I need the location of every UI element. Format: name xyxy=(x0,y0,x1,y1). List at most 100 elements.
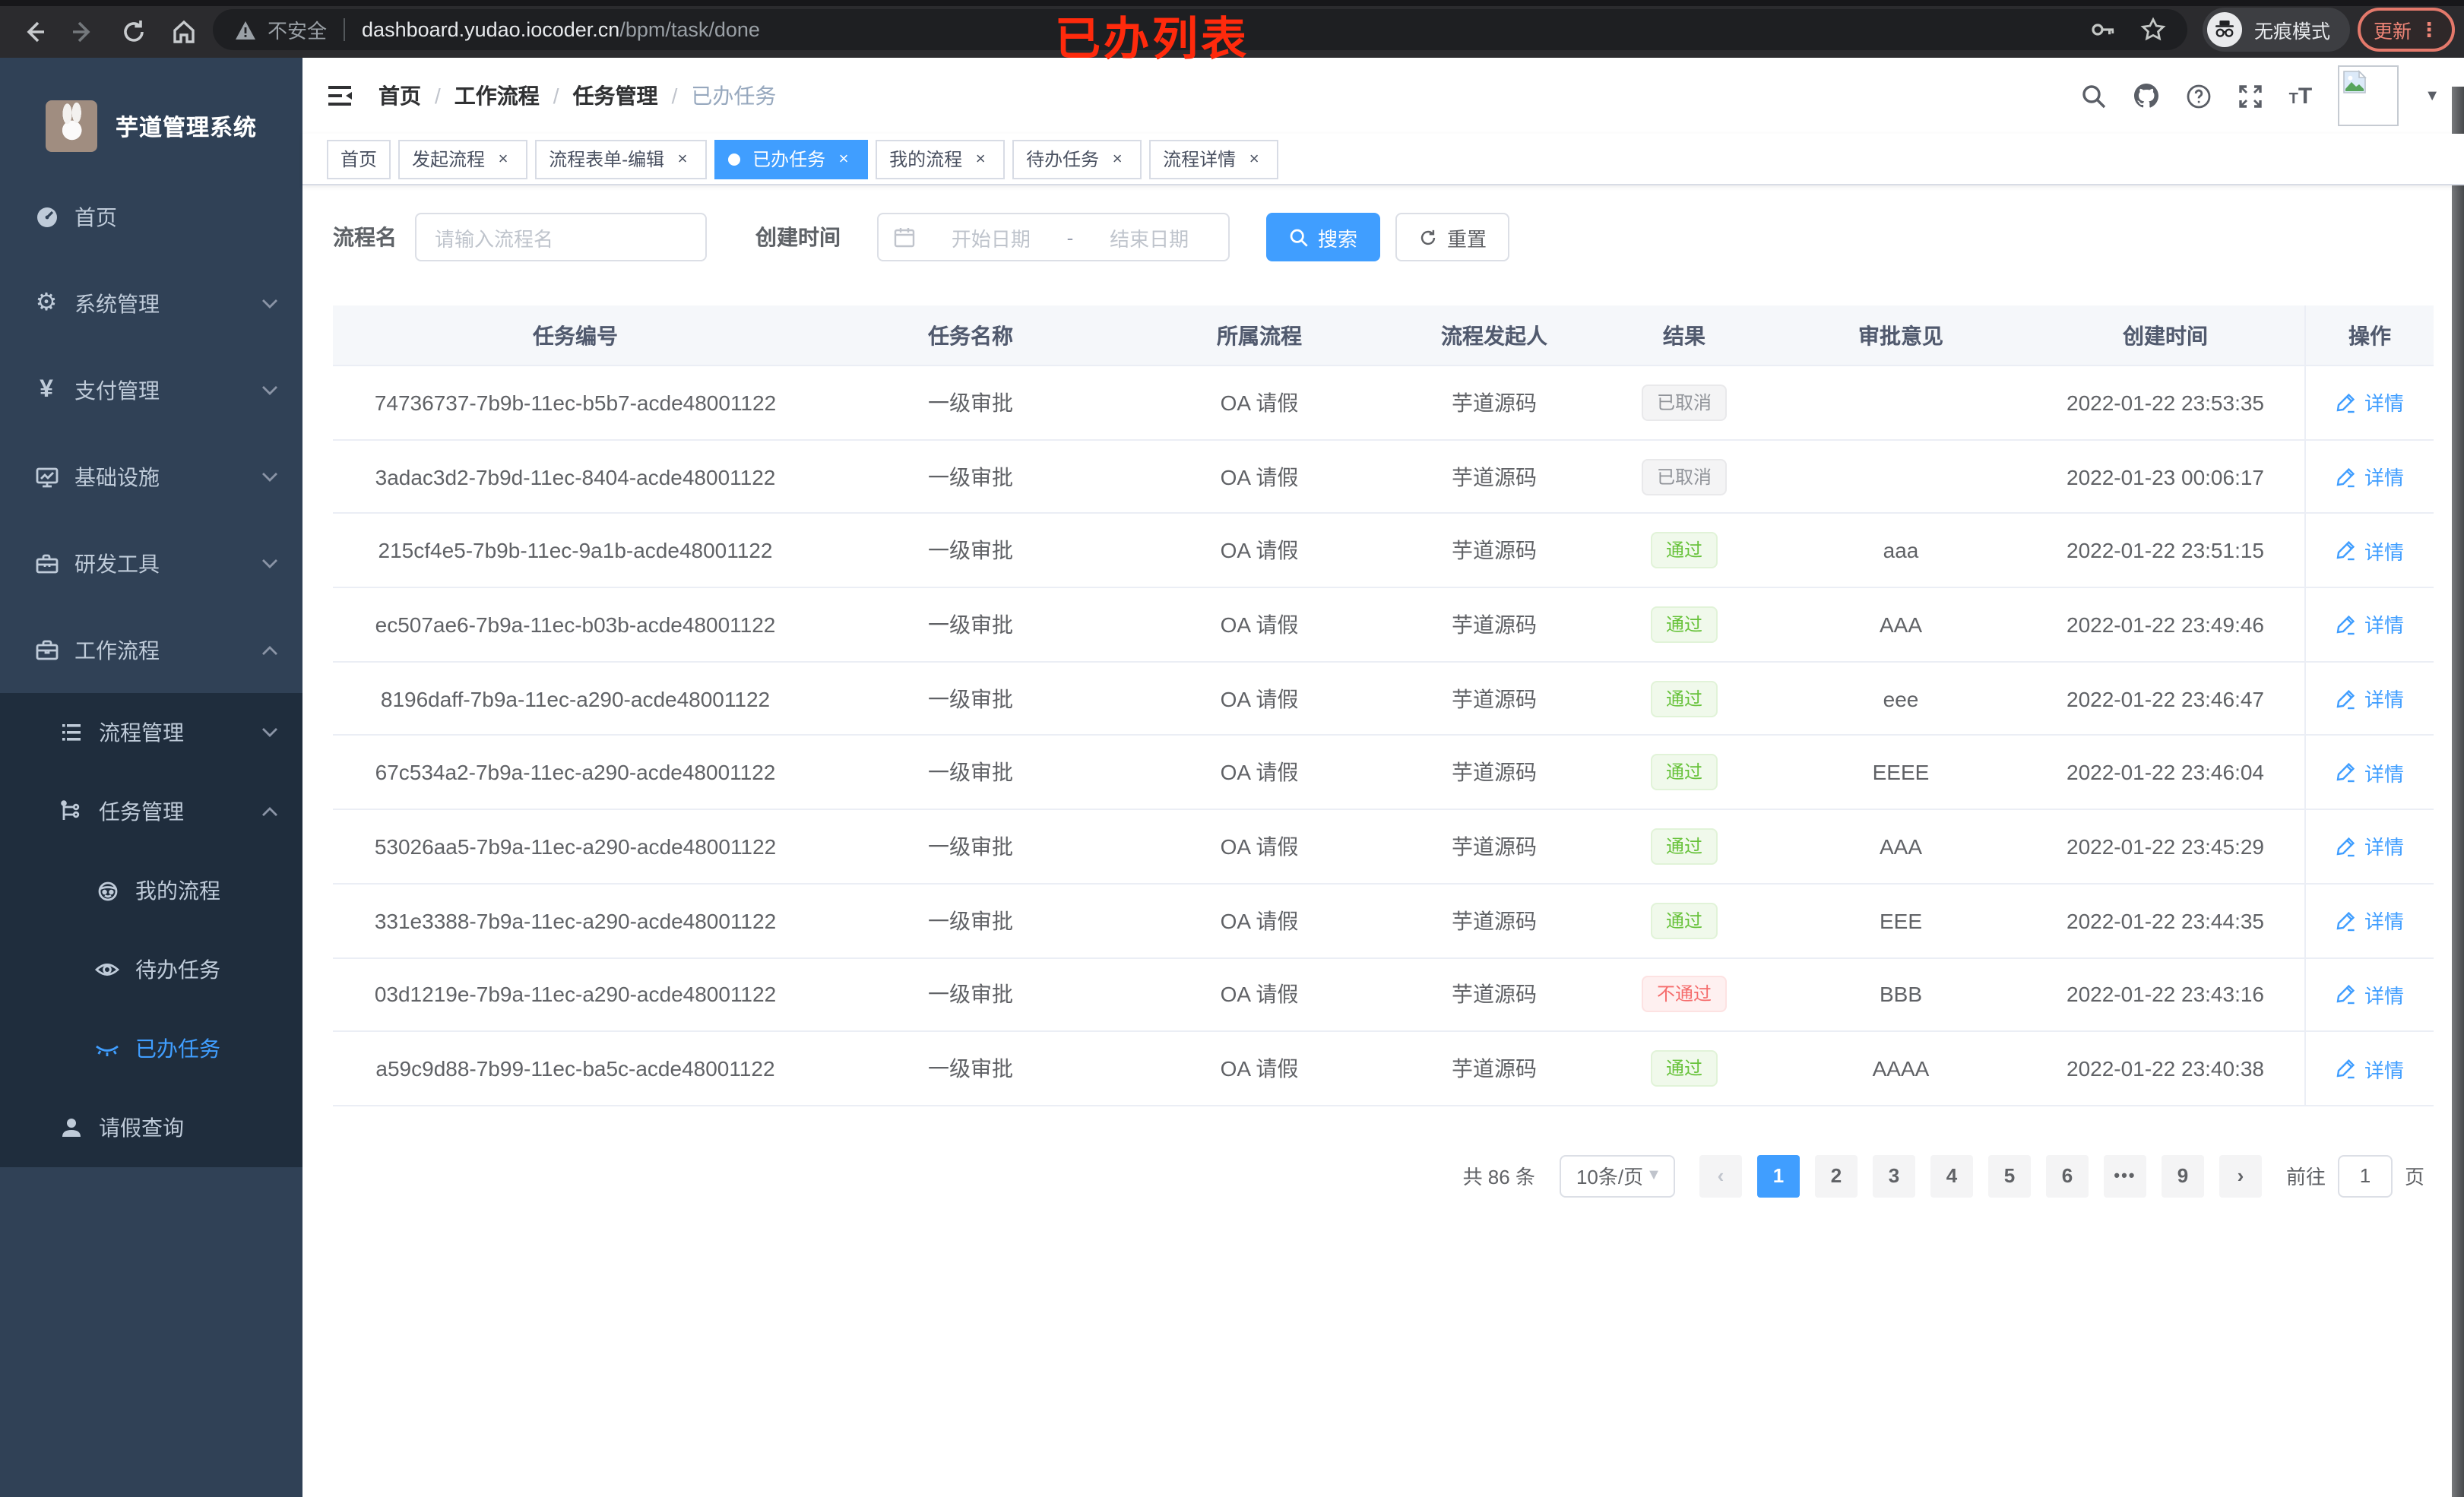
close-icon[interactable]: × xyxy=(838,150,849,168)
search-icon[interactable] xyxy=(2081,83,2107,109)
page-size-select[interactable]: 10条/页 ▼ xyxy=(1559,1154,1675,1198)
start-date-placeholder[interactable]: 开始日期 xyxy=(951,227,1031,250)
task-id: 53026aa5-7b9a-11ec-a290-acde48001122 xyxy=(374,834,777,859)
page-button-9[interactable]: 9 xyxy=(2161,1154,2204,1198)
browser-menu-icon[interactable]: ⋮ xyxy=(2419,17,2439,40)
tab-form-edit[interactable]: 流程表单-编辑 × xyxy=(535,139,708,179)
edit-icon xyxy=(2336,688,2357,709)
security-label[interactable]: 不安全 xyxy=(268,20,328,43)
status-badge: 通过 xyxy=(1650,902,1718,939)
window-scrollbar[interactable] xyxy=(2452,87,2464,1497)
detail-link[interactable]: 详情 xyxy=(2336,684,2404,713)
sidebar-item-infra[interactable]: 基础设施 xyxy=(0,433,302,520)
reset-button[interactable]: 重置 xyxy=(1395,213,1510,261)
page-button-3[interactable]: 3 xyxy=(1872,1154,1915,1198)
sidebar-fold-icon[interactable] xyxy=(327,84,354,108)
sidebar-item-leave-query[interactable]: 请假查询 xyxy=(0,1088,302,1167)
toolbox-icon xyxy=(33,550,59,576)
detail-link[interactable]: 详情 xyxy=(2336,536,2404,565)
address-bar[interactable]: 不安全 dashboard.yudao.iocoder.cn/bpm/task/… xyxy=(213,9,2187,50)
page-button-2[interactable]: 2 xyxy=(1814,1154,1858,1198)
page-unit-label: 页 xyxy=(2404,1166,2424,1189)
process-name: OA 请假 xyxy=(1220,390,1299,415)
detail-link[interactable]: 详情 xyxy=(2336,980,2404,1009)
detail-link[interactable]: 详情 xyxy=(2336,906,2404,935)
sidebar-item-todo-tasks[interactable]: 待办任务 xyxy=(0,930,302,1009)
action-cell: 详情 xyxy=(2304,440,2434,513)
process-starter: 芋道源码 xyxy=(1452,464,1537,489)
home-icon[interactable] xyxy=(169,17,199,47)
close-icon[interactable]: × xyxy=(498,150,508,168)
sidebar-item-home[interactable]: 首页 xyxy=(0,173,302,260)
search-button[interactable]: 搜索 xyxy=(1266,213,1381,261)
detail-link[interactable]: 详情 xyxy=(2336,758,2404,787)
result-cell: 已取消 xyxy=(1593,366,1775,438)
incognito-badge[interactable]: 无痕模式 xyxy=(2203,8,2351,52)
page-button-4[interactable]: 4 xyxy=(1930,1154,1973,1198)
avatar-caret-icon[interactable]: ▼ xyxy=(2424,87,2440,104)
detail-link[interactable]: 详情 xyxy=(2336,610,2404,639)
sidebar-item-devtools[interactable]: 研发工具 xyxy=(0,520,302,606)
breadcrumb-item-2[interactable]: 任务管理 xyxy=(572,84,658,108)
bookmark-star-icon[interactable] xyxy=(2140,17,2166,43)
task-name: 一级审批 xyxy=(928,1056,1013,1081)
process-name: OA 请假 xyxy=(1220,686,1299,711)
avatar[interactable] xyxy=(2338,65,2399,126)
breadcrumb-item-1[interactable]: 工作流程 xyxy=(454,84,540,108)
detail-link[interactable]: 详情 xyxy=(2336,832,2404,861)
sidebar-item-done-tasks[interactable]: 已办任务 xyxy=(0,1009,302,1088)
tab-process-detail[interactable]: 流程详情 × xyxy=(1149,139,1279,179)
close-icon[interactable]: × xyxy=(1112,150,1123,168)
sidebar-item-payment[interactable]: ¥ 支付管理 xyxy=(0,347,302,433)
page-button-5[interactable]: 5 xyxy=(1987,1154,2031,1198)
approve-comment: BBB xyxy=(1879,982,1922,1007)
create-time: 2022-01-22 23:45:29 xyxy=(2067,834,2264,859)
sidebar-item-system[interactable]: ⚙ 系统管理 xyxy=(0,260,302,347)
update-label: 更新 xyxy=(2373,21,2412,43)
more-pages-button[interactable]: ••• xyxy=(2103,1154,2146,1198)
action-cell: 详情 xyxy=(2304,810,2434,883)
goto-page-input[interactable]: 1 xyxy=(2337,1154,2393,1198)
fullscreen-icon[interactable] xyxy=(2238,83,2263,109)
close-icon[interactable]: × xyxy=(975,150,986,168)
goto-label: 前往 xyxy=(2285,1166,2326,1189)
close-icon[interactable]: × xyxy=(677,150,688,168)
column-header-5: 审批意见 xyxy=(1858,323,1943,347)
tab-my-process[interactable]: 我的流程 × xyxy=(876,139,1006,179)
date-range-input[interactable]: 开始日期 - 结束日期 xyxy=(877,213,1230,261)
sidebar-item-task-mgmt[interactable]: 任务管理 xyxy=(0,772,302,851)
page-button-1[interactable]: 1 xyxy=(1756,1154,1800,1198)
sidebar-item-my-process[interactable]: 我的流程 xyxy=(0,851,302,930)
reload-icon[interactable] xyxy=(119,17,149,47)
detail-link[interactable]: 详情 xyxy=(2336,388,2404,417)
detail-link[interactable]: 详情 xyxy=(2336,1054,2404,1083)
tab-done-tasks[interactable]: 已办任务 × xyxy=(714,139,869,179)
update-button[interactable]: 更新 ⋮ xyxy=(2358,8,2455,52)
breadcrumb-item-0[interactable]: 首页 xyxy=(378,84,421,108)
result-cell: 通过 xyxy=(1593,514,1775,587)
detail-link[interactable]: 详情 xyxy=(2336,462,2404,491)
sidebar-item-workflow[interactable]: 工作流程 xyxy=(0,606,302,693)
password-key-icon[interactable] xyxy=(2090,17,2116,43)
help-icon[interactable] xyxy=(2186,83,2212,109)
result-cell: 通过 xyxy=(1593,588,1775,660)
forward-icon[interactable] xyxy=(68,17,99,47)
page-button-6[interactable]: 6 xyxy=(2045,1154,2089,1198)
back-icon[interactable] xyxy=(18,17,49,47)
tags-view: 首页 发起流程 × 流程表单-编辑 × 已办任务 × 我的流程 × 待办任务 × 流程详情 × xyxy=(302,134,2464,185)
active-dot xyxy=(728,153,741,165)
sidebar-item-process-mgmt[interactable]: 流程管理 xyxy=(0,693,302,772)
process-name-input[interactable]: 请输入流程名 xyxy=(415,213,707,261)
tab-start-process[interactable]: 发起流程 × xyxy=(398,139,528,179)
tab-todo-tasks[interactable]: 待办任务 × xyxy=(1012,139,1142,179)
github-icon[interactable] xyxy=(2133,82,2160,109)
tab-home[interactable]: 首页 xyxy=(327,139,391,179)
close-icon[interactable]: × xyxy=(1249,150,1259,168)
prev-page-button[interactable]: ‹ xyxy=(1699,1154,1742,1198)
end-date-placeholder[interactable]: 结束日期 xyxy=(1110,227,1189,250)
next-page-button[interactable]: › xyxy=(2219,1154,2262,1198)
status-badge: 已取消 xyxy=(1641,384,1727,421)
table-row: 331e3388-7b9a-11ec-a290-acde48001122 一级审批… xyxy=(333,884,2434,958)
task-id: 8196daff-7b9a-11ec-a290-acde48001122 xyxy=(380,686,771,711)
